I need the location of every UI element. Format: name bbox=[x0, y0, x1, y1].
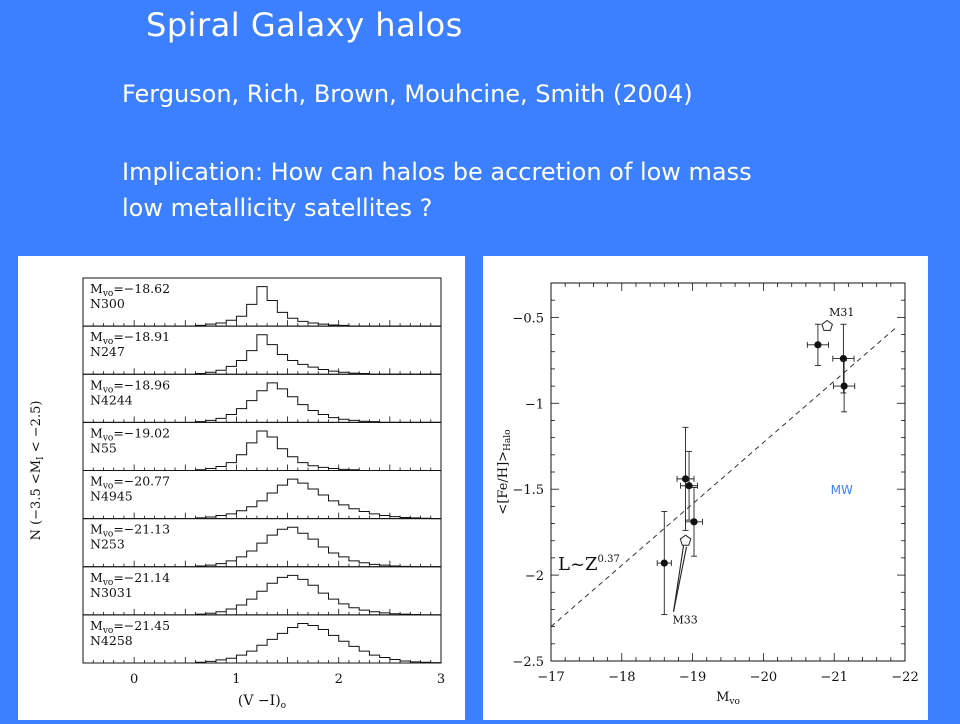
scatter-x-axis-label: Mvo bbox=[716, 690, 740, 707]
histogram-galaxy-name: N55 bbox=[90, 440, 117, 455]
histogram-mag-label: Mvo=−21.45 bbox=[90, 618, 170, 636]
scatter-y-tick-label: −2.5 bbox=[512, 655, 544, 670]
histogram-galaxy-name: N3031 bbox=[90, 585, 133, 600]
scatter-plot-frame bbox=[550, 282, 906, 662]
data-point-marker bbox=[681, 475, 690, 483]
histogram-galaxy-name: N300 bbox=[90, 296, 125, 311]
histogram-figure: Mvo=−18.62 N300 Mvo=−18.91 N247 Mvo=−18.96 N4… bbox=[18, 256, 465, 720]
marker-label-m31: M31 bbox=[829, 306, 854, 319]
m33-pointer bbox=[672, 546, 688, 612]
histogram-series-n4258 bbox=[195, 623, 442, 664]
histogram-galaxy-name: N4945 bbox=[90, 489, 133, 504]
histogram-panel-n4258 bbox=[82, 614, 442, 664]
scatter-x-tick-label: −21 bbox=[820, 670, 847, 685]
data-point-marker bbox=[814, 341, 822, 349]
data-point-marker bbox=[839, 355, 848, 363]
histogram-series-n247 bbox=[195, 334, 441, 375]
histogram-series-n300 bbox=[195, 286, 441, 327]
histogram-series-n55 bbox=[195, 430, 441, 471]
scatter-x-tick-label: −19 bbox=[679, 670, 706, 685]
mw-annotation: MW bbox=[831, 483, 853, 497]
data-point bbox=[656, 511, 672, 616]
data-point-marker bbox=[685, 482, 693, 490]
histogram-x-tick-label: 0 bbox=[130, 672, 138, 687]
data-point bbox=[806, 323, 829, 366]
scatter-y-tick-label: −1 bbox=[525, 397, 544, 412]
histogram-mag-label: Mvo=−18.96 bbox=[90, 377, 170, 395]
scatter-chart: −17 −18 −19 −20 −21 −22 −0.5 −1 −1.5 −2 −2.5 M31 M3… bbox=[496, 282, 919, 707]
histogram-series-n3031 bbox=[195, 574, 441, 616]
histogram-mag-label: Mvo=−21.14 bbox=[90, 570, 170, 588]
data-point bbox=[676, 426, 695, 531]
histogram-mag-label: Mvo=−19.02 bbox=[90, 425, 170, 443]
histogram-mag-label: Mvo=−21.13 bbox=[90, 522, 170, 540]
histogram-galaxy-name: N253 bbox=[90, 537, 125, 552]
histogram-x-tick-label: 1 bbox=[232, 672, 240, 687]
implication-line-2: low metallicity satellites ? bbox=[122, 194, 433, 222]
histogram-mag-label: Mvo=−18.62 bbox=[90, 281, 170, 299]
histogram-x-tick-label: 2 bbox=[335, 672, 343, 687]
scatter-x-tick-label: −22 bbox=[891, 670, 918, 685]
scatter-y-axis-label: <[Fe/H]>Halo bbox=[496, 429, 513, 514]
fit-line-label: L~Z0.37 bbox=[558, 554, 620, 575]
data-point-marker bbox=[690, 518, 698, 526]
histogram-y-axis-label: N (−3.5 <MI < −2.5) bbox=[29, 401, 46, 541]
scatter-x-tick-label: −18 bbox=[608, 670, 635, 685]
histogram-mag-label: Mvo=−18.91 bbox=[90, 329, 170, 347]
scatter-figure: −17 −18 −19 −20 −21 −22 −0.5 −1 −1.5 −2 −2.5 M31 M3… bbox=[483, 256, 928, 720]
data-point-marker bbox=[660, 559, 668, 567]
marker-label-m33: M33 bbox=[673, 614, 698, 627]
data-point bbox=[680, 450, 699, 521]
histogram-x-axis-label: (V −I)o bbox=[238, 693, 286, 711]
data-point-marker bbox=[840, 382, 848, 390]
citation: Ferguson, Rich, Brown, Mouhcine, Smith (… bbox=[122, 80, 693, 108]
histogram-mag-label: Mvo=−20.77 bbox=[90, 474, 170, 492]
histogram-series-n4244 bbox=[195, 382, 441, 423]
fit-line bbox=[550, 325, 899, 628]
data-point bbox=[833, 359, 856, 413]
histogram-series-n253 bbox=[195, 526, 441, 568]
open-marker-m33 bbox=[679, 534, 692, 546]
scatter-x-tick-label: −17 bbox=[537, 670, 564, 685]
histogram-galaxy-name: N247 bbox=[90, 344, 125, 359]
histogram-chart: Mvo=−18.62N300Mvo=−18.91N247Mvo=−18.96N4… bbox=[29, 277, 445, 711]
scatter-y-tick-label: −1.5 bbox=[512, 483, 544, 498]
data-point bbox=[685, 487, 703, 557]
histogram-galaxy-name: N4244 bbox=[90, 392, 133, 407]
implication-line-1: Implication: How can halos be accretion … bbox=[122, 158, 752, 186]
open-marker-m31 bbox=[821, 319, 833, 331]
histogram-series-n4945 bbox=[195, 478, 441, 520]
histogram-galaxy-name: N4258 bbox=[90, 633, 133, 648]
scatter-x-tick-label: −20 bbox=[750, 670, 777, 685]
scatter-y-tick-label: −0.5 bbox=[512, 311, 544, 326]
histogram-x-tick-label: 3 bbox=[437, 672, 445, 687]
slide-title: Spiral Galaxy halos bbox=[146, 6, 463, 44]
scatter-y-tick-label: −2 bbox=[525, 569, 544, 584]
